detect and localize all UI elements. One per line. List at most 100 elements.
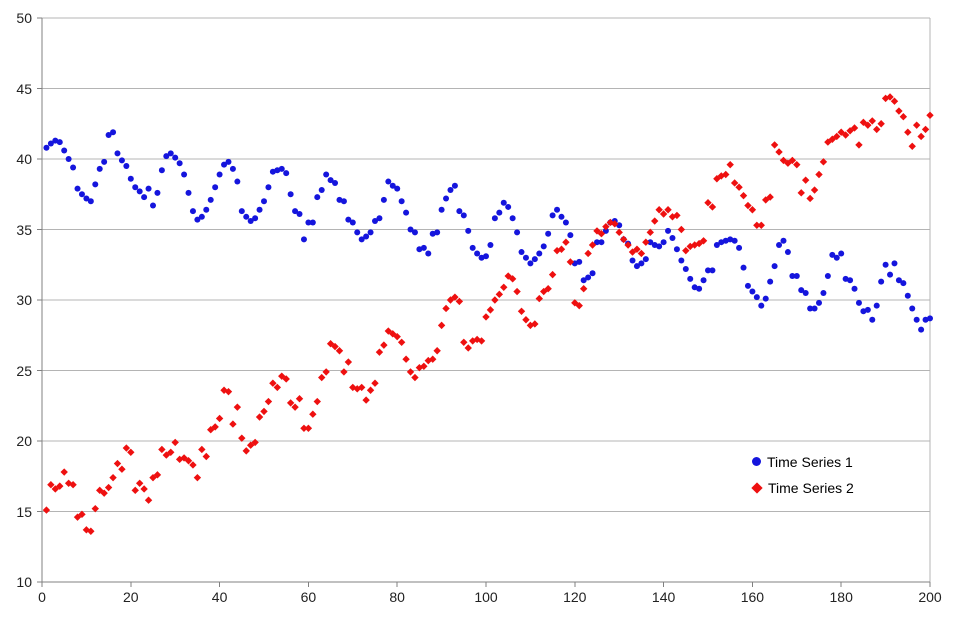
data-point-series1 (305, 219, 312, 226)
data-point-series2 (846, 127, 854, 135)
data-point-series2 (624, 241, 632, 249)
data-point-series2 (877, 120, 885, 128)
data-point-series1 (895, 277, 902, 284)
data-point-series1 (247, 218, 254, 225)
data-point-series2 (300, 424, 308, 433)
data-point-series2 (837, 128, 845, 136)
data-point-series2 (682, 246, 690, 255)
y-tick-label: 25 (16, 362, 32, 379)
data-point-series2 (433, 347, 441, 355)
data-point-series1 (780, 237, 787, 244)
data-point-series1 (913, 316, 920, 323)
data-point-series1 (665, 227, 672, 234)
x-tick-label: 180 (829, 589, 853, 605)
data-point-series2 (908, 142, 916, 151)
data-point-series1 (864, 306, 871, 313)
data-point-series1 (514, 229, 521, 236)
data-point-series1 (136, 188, 143, 195)
x-tick-label: 100 (474, 589, 498, 605)
data-point-series1 (411, 229, 418, 236)
data-point-series2 (91, 504, 99, 513)
data-point-series2 (540, 287, 548, 296)
axis-ticks (37, 17, 931, 587)
data-point-series2 (362, 396, 370, 404)
y-tick-label: 45 (16, 80, 32, 97)
data-point-series2 (60, 468, 68, 476)
data-point-series1 (327, 177, 334, 184)
data-point-series1 (562, 219, 569, 226)
data-point-series1 (376, 215, 383, 222)
data-point-series2 (269, 379, 277, 387)
data-point-series1 (882, 261, 889, 268)
data-point-series2 (886, 93, 894, 101)
data-point-series2 (748, 206, 757, 214)
legend-item-series1: Time Series 1 (752, 453, 854, 470)
data-point-series2 (335, 347, 344, 355)
x-tick-label: 0 (38, 589, 46, 605)
data-point-series1 (669, 234, 676, 241)
data-point-series1 (460, 212, 467, 219)
data-point-series2 (677, 225, 686, 234)
data-point-series2 (189, 461, 197, 469)
x-tick-label: 200 (918, 589, 942, 605)
data-point-series1 (43, 144, 50, 151)
data-point-series1 (372, 218, 378, 225)
data-point-series2 (739, 191, 748, 200)
data-point-series2 (642, 238, 650, 246)
data-point-series2 (127, 448, 135, 456)
data-point-series1 (767, 278, 774, 285)
gridlines (42, 17, 931, 582)
data-point-series2 (495, 290, 504, 299)
x-tick-label: 120 (563, 589, 587, 605)
data-point-series2 (673, 211, 681, 220)
data-point-series2 (779, 156, 788, 165)
data-point-series2 (753, 221, 761, 229)
data-point-series1 (700, 277, 707, 284)
data-point-series1 (447, 187, 454, 194)
data-point-series1 (793, 273, 800, 280)
data-point-series2 (628, 248, 637, 256)
data-point-series2 (304, 424, 313, 433)
data-point-series2 (788, 156, 797, 165)
data-point-series2 (442, 304, 450, 313)
legend: Time Series 1 Time Series 2 (751, 453, 854, 496)
data-point-series2 (815, 170, 823, 179)
data-point-series2 (841, 131, 850, 139)
data-point-series2 (198, 445, 206, 454)
data-point-series2 (806, 194, 814, 203)
data-point-series1 (349, 219, 356, 226)
data-point-series1 (549, 212, 556, 219)
data-point-series1 (918, 326, 925, 333)
data-point-series1 (158, 167, 165, 174)
x-tick-label: 80 (389, 589, 405, 605)
data-point-series2 (855, 141, 863, 149)
data-point-series1 (656, 243, 663, 250)
data-point-series1 (203, 206, 210, 213)
data-point-series1 (172, 154, 179, 161)
data-point-series1 (576, 258, 583, 265)
data-point-series1 (189, 208, 196, 215)
data-point-series1 (105, 132, 112, 139)
data-point-series1 (87, 198, 94, 205)
data-point-series1 (425, 250, 432, 257)
data-point-series1 (229, 165, 236, 172)
data-point-series2 (149, 473, 157, 482)
data-point-series2 (615, 228, 623, 237)
data-point-series1 (234, 178, 241, 185)
data-point-series2 (762, 196, 770, 204)
data-point-series2 (344, 358, 353, 366)
data-point-series2 (881, 94, 890, 103)
data-point-series1 (145, 185, 152, 192)
data-point-series2 (770, 141, 779, 149)
data-point-series1 (56, 139, 63, 146)
data-point-series1 (545, 230, 552, 237)
data-point-series2 (890, 97, 899, 105)
data-point-series2 (553, 246, 561, 255)
data-point-series1 (567, 232, 574, 239)
data-point-series2 (588, 241, 597, 249)
data-point-series2 (357, 383, 366, 392)
data-point-series2 (429, 355, 437, 363)
data-point-series2 (393, 332, 401, 341)
data-point-series1 (118, 157, 125, 164)
x-tick-label: 60 (300, 589, 317, 605)
